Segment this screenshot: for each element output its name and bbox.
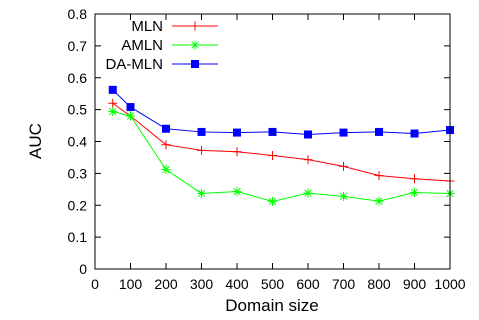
point-da-mln-8: [375, 127, 383, 136]
plot-frame: [94, 13, 451, 270]
point-mln-5: [268, 151, 277, 161]
legend-label-amln: AMLN: [121, 37, 163, 54]
series-layer: [108, 85, 455, 206]
point-da-mln-3: [197, 127, 206, 136]
point-da-mln-7: [339, 128, 348, 137]
x-tick-label-1: 100: [119, 276, 143, 292]
series-amln: [108, 107, 455, 206]
legend-marker-da-mln: [191, 60, 199, 68]
point-amln-6: [303, 188, 313, 198]
point-da-mln-2: [162, 124, 170, 133]
legend-label-da-mln: DA-MLN: [105, 56, 163, 73]
y-tick-label-6: 0.6: [68, 70, 88, 86]
x-tick-label-7: 700: [332, 276, 356, 292]
series-da-mln: [108, 85, 454, 139]
point-mln-6: [303, 155, 313, 165]
x-tick-label-6: 600: [296, 276, 320, 292]
point-da-mln-6: [304, 130, 312, 139]
y-tick-label-4: 0.4: [68, 134, 88, 150]
point-da-mln-9: [410, 129, 419, 138]
x-tick-label-3: 300: [190, 276, 214, 292]
point-mln-9: [410, 174, 419, 184]
y-tick-label-5: 0.5: [68, 102, 88, 118]
point-mln-2: [161, 140, 171, 150]
point-mln-3: [197, 145, 206, 155]
y-tick-label-3: 0.3: [68, 165, 88, 181]
point-da-mln-5: [268, 127, 277, 136]
x-tick-label-2: 200: [154, 276, 178, 292]
point-amln-5: [268, 196, 277, 206]
x-tick-label-10: 1000: [434, 276, 465, 292]
y-tick-label-7: 0.7: [68, 38, 88, 54]
point-da-mln-4: [233, 128, 241, 137]
legend-marker-mln: [190, 21, 200, 31]
point-amln-9: [410, 188, 419, 197]
point-amln-4: [232, 187, 242, 197]
x-tick-label-8: 800: [367, 276, 391, 292]
series-mln: [108, 98, 455, 186]
point-amln-8: [374, 196, 384, 206]
legend-label-mln: MLN: [131, 18, 163, 35]
x-axis-title: Domain size: [225, 296, 319, 315]
point-mln-4: [232, 147, 242, 157]
point-amln-0: [108, 107, 118, 117]
point-da-mln-1: [126, 103, 135, 112]
point-amln-3: [197, 188, 206, 198]
point-mln-0: [108, 98, 118, 108]
ticks-layer: 0 100 200 300 400 500 600 700 800 900 1000 0 0.1 0.2 0…: [68, 6, 466, 292]
point-amln-7: [339, 191, 348, 201]
point-mln-8: [374, 171, 384, 181]
y-tick-label-1: 0.1: [68, 229, 88, 245]
point-da-mln-0: [108, 85, 117, 94]
y-tick-label-8: 0.8: [68, 6, 88, 22]
point-mln-7: [339, 161, 348, 171]
y-tick-label-0: 0: [79, 261, 87, 277]
x-tick-label-0: 0: [91, 276, 99, 292]
x-tick-label-4: 400: [225, 276, 249, 292]
legend: MLN AMLN DA-MLN: [105, 18, 218, 73]
y-tick-label-2: 0.2: [68, 197, 88, 213]
legend-marker-amln: [190, 40, 200, 50]
point-amln-1: [126, 111, 135, 121]
x-tick-label-9: 900: [403, 276, 427, 292]
y-axis-title: AUC: [26, 123, 45, 159]
x-tick-label-5: 500: [261, 276, 285, 292]
point-amln-2: [161, 165, 171, 175]
